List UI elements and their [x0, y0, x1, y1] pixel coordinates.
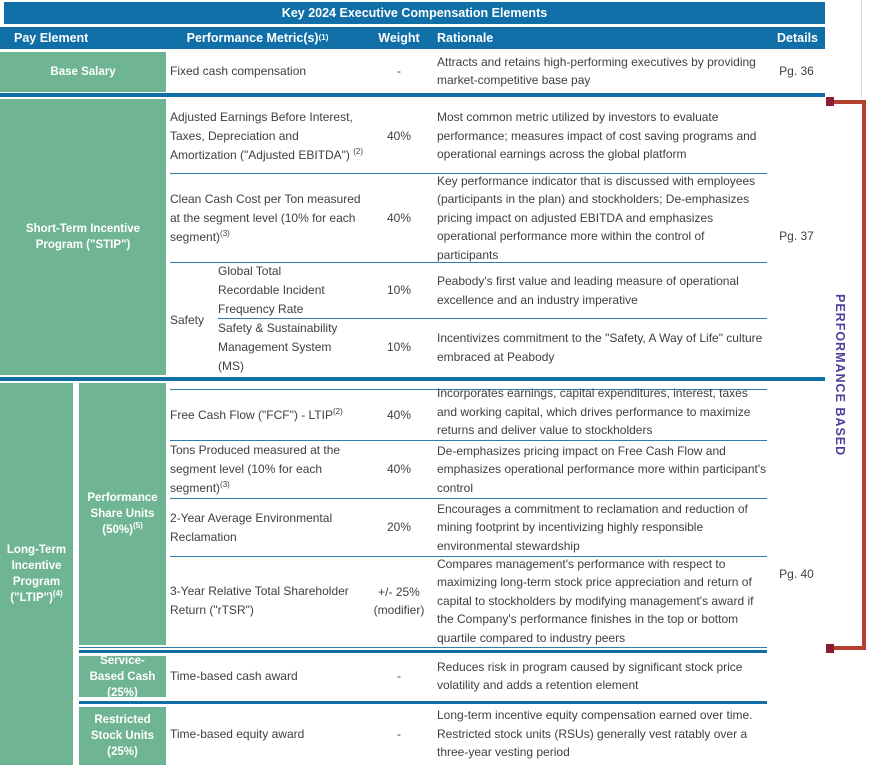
rationale-clean-cash-cost: Key performance indicator that is discus…: [437, 173, 756, 262]
page-edge-line: [861, 0, 862, 98]
weight-restricted-stock-units: -: [397, 726, 401, 741]
weight-incident-frequency-rate: 10%: [386, 283, 412, 298]
metric-free-cash-flow: Free Cash Flow ("FCF") - LTIP(2): [170, 406, 343, 422]
section-divider: [0, 377, 825, 381]
rationale-safety-management-system: Incentivizes commitment to the "Safety, …: [437, 331, 763, 364]
weight-tons-produced: 40%: [386, 462, 412, 477]
row-divider: [170, 440, 767, 441]
bracket-bottom-arm: [829, 646, 866, 650]
ltip-qualifier: ("LTIP")(4): [10, 589, 63, 604]
weight-safety-management-system: 10%: [386, 340, 412, 355]
footnote-3: (3): [220, 228, 230, 238]
header-pay-element: Pay Element: [14, 31, 89, 45]
rationale-service-based-cash: Reduces risk in program caused by signif…: [437, 659, 743, 693]
bracket-bottom-tip: [826, 644, 834, 653]
section-divider-thin: [79, 647, 767, 648]
header-details: Details: [777, 31, 818, 45]
weight-service-based-cash: -: [397, 668, 401, 683]
rationale-tons-produced: De-emphasizes pricing impact on Free Cas…: [437, 443, 767, 495]
metric-service-based-cash: Time-based cash award: [170, 668, 298, 683]
footnote-3: (3): [220, 480, 230, 489]
pay-element-ltip: Long-Term Incentive Program ("LTIP")(4): [0, 383, 73, 765]
pay-element-stip: Short-Term Incentive Program ("STIP"): [0, 99, 166, 375]
metric-adjusted-ebitda: Adjusted Earnings Before Interest, Taxes…: [170, 109, 364, 162]
row-divider: [170, 389, 767, 390]
details-ltip: Pg. 40: [779, 566, 814, 581]
row-divider: [170, 262, 767, 263]
weight-adjusted-ebitda: 40%: [386, 128, 412, 143]
bracket-top-tip: [826, 97, 834, 106]
metric-base-salary: Fixed cash compensation: [170, 63, 307, 78]
row-divider: [218, 318, 767, 319]
metric-clean-cash-cost: Clean Cash Cost per Ton measured at the …: [170, 191, 361, 244]
header-performance-metric: Performance Metric(s) (1): [186, 31, 329, 45]
rationale-incident-frequency-rate: Peabody's first value and leading measur…: [437, 274, 739, 307]
bracket-bar: [862, 100, 866, 650]
header-rationale: Rationale: [437, 31, 494, 45]
rationale-adjusted-ebitda: Most common metric utilized by investors…: [437, 110, 757, 162]
psu-qualifier: (50%)(5): [102, 521, 143, 536]
weight-base-salary: -: [397, 63, 401, 78]
weight-clean-cash-cost: 40%: [386, 210, 412, 225]
weight-rtsr: +/- 25% (modifier): [373, 584, 425, 618]
row-divider: [170, 556, 767, 557]
rationale-free-cash-flow: Incorporates earnings, capital expenditu…: [437, 386, 751, 438]
footnote-4: (4): [52, 589, 63, 599]
safety-group-label: Safety: [170, 312, 205, 327]
rationale-base-salary: Attracts and retains high-performing exe…: [437, 54, 756, 88]
metric-restricted-stock-units: Time-based equity award: [170, 726, 305, 741]
subelement-performance-share-units: Performance Share Units (50%)(5): [79, 383, 166, 645]
subelement-restricted-stock-units: Restricted Stock Units (25%): [79, 707, 166, 765]
bracket-top-arm: [829, 100, 866, 104]
metric-environmental-reclamation: 2-Year Average Environmental Reclamation: [170, 510, 333, 544]
weight-environmental-reclamation: 20%: [386, 520, 412, 535]
details-base-salary: Pg. 36: [779, 63, 814, 78]
row-divider: [170, 498, 767, 499]
pay-element-base-salary: Base Salary: [0, 52, 166, 92]
metric-tons-produced: Tons Produced measured at the segment le…: [170, 443, 341, 495]
footnote-5: (5): [132, 521, 143, 531]
rationale-restricted-stock-units: Long-term incentive equity compensation …: [437, 708, 753, 760]
rationale-rtsr: Compares management's performance with r…: [437, 556, 754, 645]
section-divider: [0, 93, 825, 97]
table-title: Key 2024 Executive Compensation Elements: [4, 2, 825, 24]
performance-based-label: PERFORMANCE BASED: [833, 293, 847, 457]
metric-rtsr: 3-Year Relative Total Shareholder Return…: [170, 584, 349, 617]
section-divider: [79, 650, 767, 653]
weight-free-cash-flow: 40%: [386, 407, 412, 422]
column-header-bar: Pay Element Performance Metric(s) (1) Wei…: [0, 27, 825, 49]
rationale-environmental-reclamation: Encourages a commitment to reclamation a…: [437, 501, 748, 553]
footnote-2: (2): [353, 146, 364, 156]
subelement-service-based-cash: Service-Based Cash (25%): [79, 655, 166, 699]
footnote-2: (2): [332, 406, 343, 416]
header-weight: Weight: [378, 31, 420, 45]
metric-incident-frequency-rate: Global Total Recordable Incident Frequen…: [218, 264, 325, 316]
metric-safety-management-system: Safety & Sustainability Management Syste…: [218, 321, 338, 373]
row-divider: [170, 173, 767, 174]
section-divider: [79, 701, 767, 704]
details-stip: Pg. 37: [779, 229, 814, 244]
